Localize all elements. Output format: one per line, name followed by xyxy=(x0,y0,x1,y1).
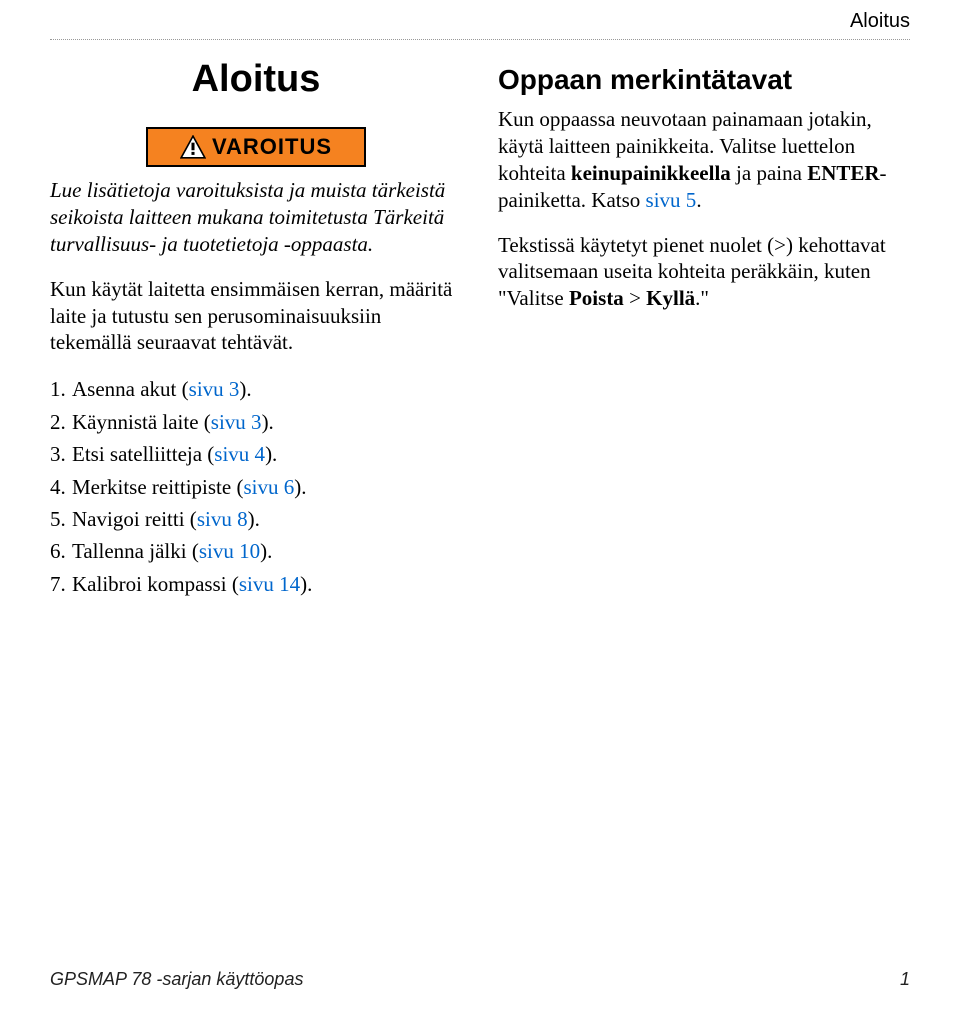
list-num: 2. xyxy=(50,407,72,437)
page-ref-link[interactable]: sivu 3 xyxy=(211,410,262,434)
footer-page-number: 1 xyxy=(900,969,910,990)
right-column: Oppaan merkintätavat Kun oppaassa neuvot… xyxy=(498,48,910,601)
content-columns: Aloitus VAROITUS Lue lisätietoja varoitu… xyxy=(50,48,910,601)
p1-d-bold: ENTER xyxy=(807,161,879,185)
list-tail: ). xyxy=(300,572,312,596)
list-num: 6. xyxy=(50,536,72,566)
p2-d-bold: Kyllä xyxy=(646,286,695,310)
p2-b-bold: Poista xyxy=(569,286,624,310)
footer-doc-title: GPSMAP 78 -sarjan käyttöopas xyxy=(50,969,303,990)
warning-banner: VAROITUS xyxy=(146,127,366,167)
list-num: 1. xyxy=(50,374,72,404)
list-text: Tallenna jälki ( xyxy=(72,539,199,563)
page-ref-link[interactable]: sivu 8 xyxy=(197,507,248,531)
page-ref-link[interactable]: sivu 5 xyxy=(646,188,697,212)
intro-paragraph: Kun käytät laitetta ensimmäisen kerran, … xyxy=(50,276,462,357)
list-text: Käynnistä laite ( xyxy=(72,410,211,434)
list-num: 5. xyxy=(50,504,72,534)
p2-e: ." xyxy=(695,286,709,310)
warning-description: Lue lisätietoja varoituksista ja muista … xyxy=(50,177,462,258)
list-text: Asenna akut ( xyxy=(72,377,189,401)
list-num: 7. xyxy=(50,569,72,599)
p1-c: ja paina xyxy=(731,161,807,185)
page-ref-link[interactable]: sivu 3 xyxy=(189,377,240,401)
list-item: 2.Käynnistä laite (sivu 3). xyxy=(50,407,462,437)
page-ref-link[interactable]: sivu 6 xyxy=(243,475,294,499)
list-num: 4. xyxy=(50,472,72,502)
conventions-p2: Tekstissä käytetyt pienet nuolet (>) keh… xyxy=(498,232,910,313)
list-num: 3. xyxy=(50,439,72,469)
list-text: Merkitse reittipiste ( xyxy=(72,475,243,499)
warning-desc-part2: -oppaasta. xyxy=(279,232,374,256)
p1-b-bold: keinupainikkeella xyxy=(571,161,731,185)
page-ref-link[interactable]: sivu 14 xyxy=(239,572,300,596)
p1-f: . xyxy=(696,188,701,212)
list-text: Kalibroi kompassi ( xyxy=(72,572,239,596)
conventions-p1: Kun oppaassa neuvotaan painamaan jotakin… xyxy=(498,106,910,214)
page-ref-link[interactable]: sivu 10 xyxy=(199,539,260,563)
list-item: 5.Navigoi reitti (sivu 8). xyxy=(50,504,462,534)
list-tail: ). xyxy=(239,377,251,401)
page-title: Aloitus xyxy=(50,58,462,101)
top-divider xyxy=(50,39,910,40)
list-tail: ). xyxy=(248,507,260,531)
list-tail: ). xyxy=(294,475,306,499)
list-item: 1.Asenna akut (sivu 3). xyxy=(50,374,462,404)
list-tail: ). xyxy=(262,410,274,434)
list-item: 4.Merkitse reittipiste (sivu 6). xyxy=(50,472,462,502)
section-title: Oppaan merkintätavat xyxy=(498,64,910,96)
warning-triangle-icon xyxy=(180,135,206,159)
page-ref-link[interactable]: sivu 4 xyxy=(214,442,265,466)
list-item: 6.Tallenna jälki (sivu 10). xyxy=(50,536,462,566)
p2-c: > xyxy=(624,286,646,310)
left-column: Aloitus VAROITUS Lue lisätietoja varoitu… xyxy=(50,48,462,601)
list-item: 7.Kalibroi kompassi (sivu 14). xyxy=(50,569,462,599)
list-text: Navigoi reitti ( xyxy=(72,507,197,531)
warning-label: VAROITUS xyxy=(212,134,332,160)
list-item: 3.Etsi satelliitteja (sivu 4). xyxy=(50,439,462,469)
list-tail: ). xyxy=(260,539,272,563)
task-list: 1.Asenna akut (sivu 3). 2.Käynnistä lait… xyxy=(50,374,462,599)
page-header-label: Aloitus xyxy=(50,10,910,33)
page-footer: GPSMAP 78 -sarjan käyttöopas 1 xyxy=(50,969,910,990)
list-tail: ). xyxy=(265,442,277,466)
list-text: Etsi satelliitteja ( xyxy=(72,442,214,466)
